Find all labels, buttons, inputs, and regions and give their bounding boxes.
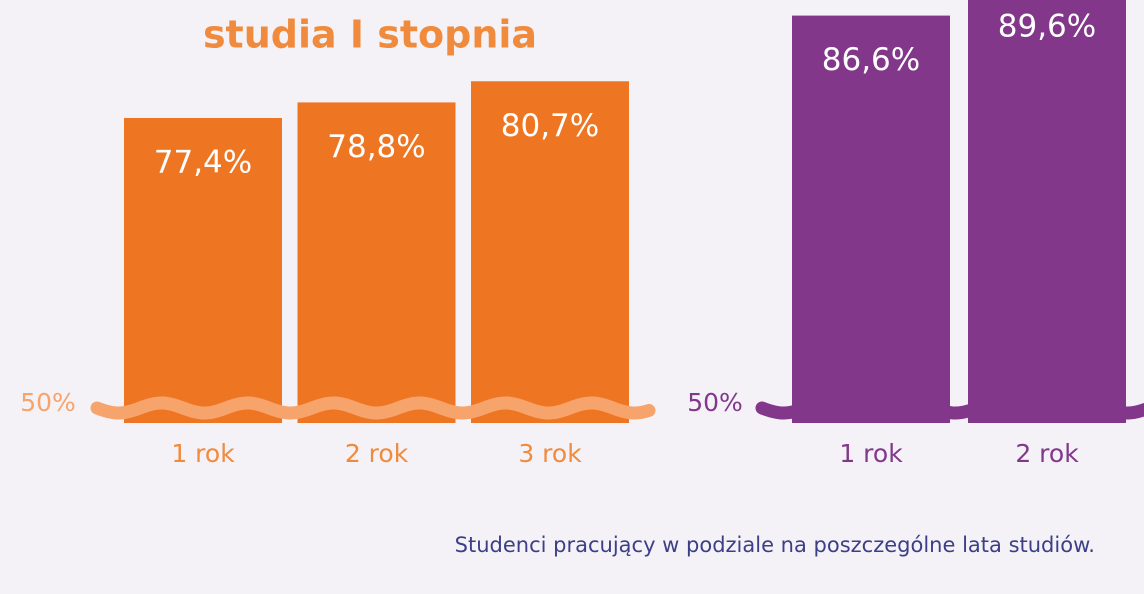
value-label: 86,6% <box>822 42 920 78</box>
value-label: 77,4% <box>154 144 252 180</box>
baseline-wave <box>755 396 1144 420</box>
bar <box>792 15 950 424</box>
x-tick-label: 3 rok <box>518 439 582 468</box>
baseline-wave <box>90 396 656 420</box>
value-label: 78,8% <box>327 129 425 165</box>
x-tick-label: 2 rok <box>1015 439 1079 468</box>
caption: Studenci pracujący w podziale na poszcze… <box>455 533 1095 557</box>
bar <box>124 117 282 423</box>
x-tick-label: 2 rok <box>345 439 409 468</box>
bar <box>471 81 629 423</box>
value-label: 89,6% <box>998 9 1096 45</box>
y-tick-label: 50% <box>20 388 76 417</box>
bar <box>297 102 456 424</box>
chart-title: studia I stopnia <box>203 13 537 57</box>
value-label: 80,7% <box>501 108 599 144</box>
y-tick-label: 50% <box>687 388 743 417</box>
x-tick-label: 1 rok <box>171 439 235 468</box>
bar <box>968 0 1126 423</box>
x-tick-label: 1 rok <box>839 439 903 468</box>
